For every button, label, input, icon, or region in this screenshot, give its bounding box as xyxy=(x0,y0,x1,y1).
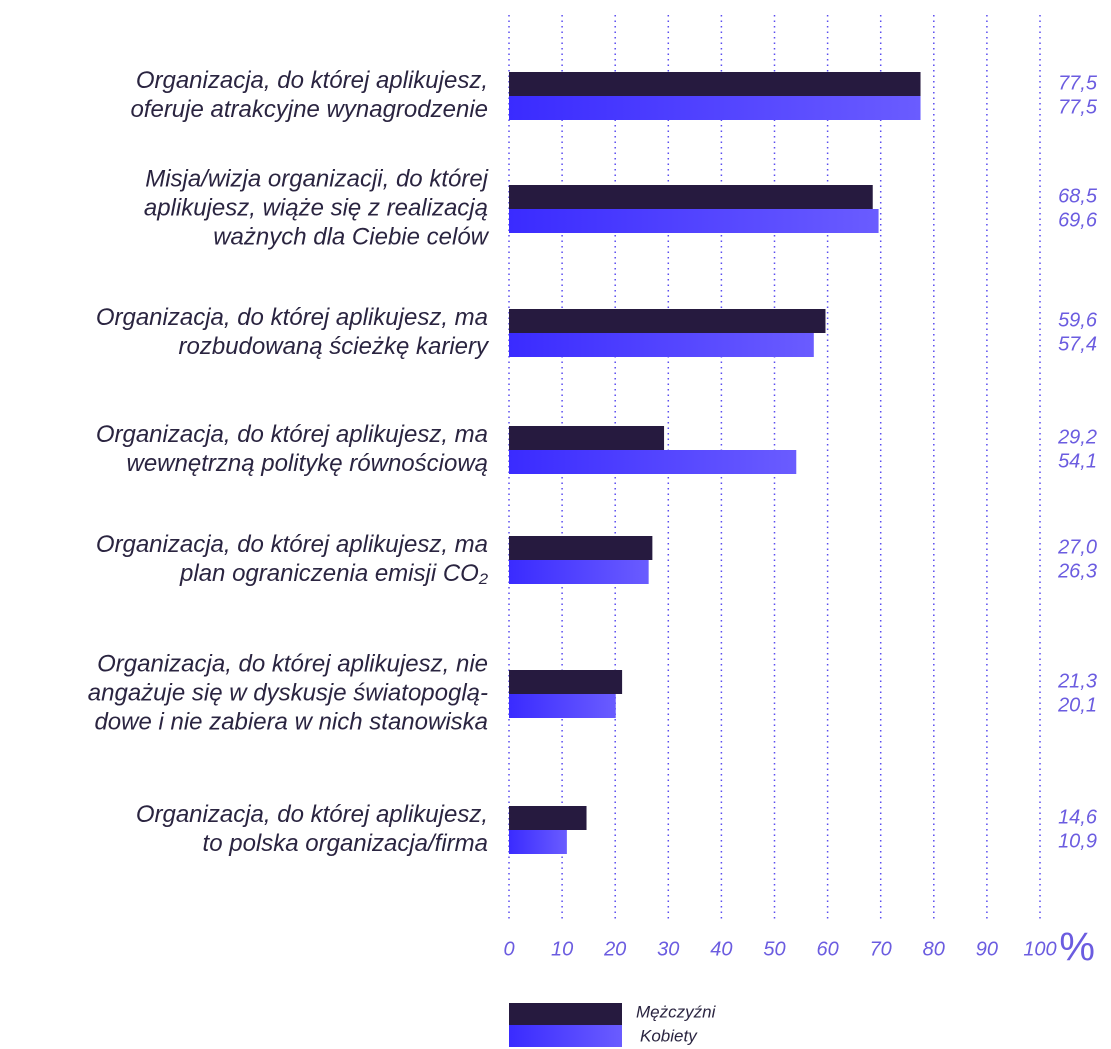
category-label: to polska organizacja/firma xyxy=(203,830,488,857)
value-label: 10,9 xyxy=(1058,830,1097,852)
category-label: rozbudowaną ścieżkę kariery xyxy=(179,333,490,360)
bar xyxy=(509,536,653,560)
category-label: Misja/wizja organizacji, do której xyxy=(145,165,488,192)
x-tick-label: 40 xyxy=(710,938,732,960)
x-unit: % xyxy=(1059,926,1095,970)
value-label: 20,1 xyxy=(1057,694,1097,716)
value-label: 29,2 xyxy=(1057,426,1097,448)
value-label: 59,6 xyxy=(1058,309,1098,331)
category-label: Organizacja, do której aplikujesz, ma xyxy=(96,531,488,558)
x-tick-label: 20 xyxy=(603,938,626,960)
category-label: Organizacja, do której aplikujesz, nie xyxy=(97,650,488,677)
x-tick-label: 80 xyxy=(923,938,945,960)
legend-label: Kobiety xyxy=(640,1026,698,1045)
legend-swatch xyxy=(509,1025,622,1047)
bar xyxy=(509,806,587,830)
category-label: Organizacja, do której aplikujesz, xyxy=(136,67,488,94)
x-tick-label: 100 xyxy=(1023,938,1056,960)
value-label: 77,5 xyxy=(1058,96,1098,118)
value-label: 21,3 xyxy=(1057,670,1097,692)
bar xyxy=(509,670,623,694)
bar xyxy=(509,209,879,233)
category-label: wewnętrzną politykę równościową xyxy=(127,450,489,477)
bar xyxy=(509,309,826,333)
x-tick-label: 0 xyxy=(503,938,514,960)
bar xyxy=(509,560,649,584)
value-label: 57,4 xyxy=(1058,333,1097,355)
bar xyxy=(509,333,814,357)
x-tick-label: 30 xyxy=(657,938,679,960)
legend-label: Mężczyźni xyxy=(636,1002,717,1021)
category-label: aplikujesz, wiąże się z realizacją xyxy=(144,194,488,221)
bar xyxy=(509,426,665,450)
x-tick-label: 60 xyxy=(816,938,838,960)
value-label: 26,3 xyxy=(1057,560,1097,582)
x-tick-label: 70 xyxy=(870,938,892,960)
bar xyxy=(509,96,921,120)
category-label: Organizacja, do której aplikujesz, ma xyxy=(96,421,488,448)
category-label: Organizacja, do której aplikujesz, ma xyxy=(96,304,488,331)
category-label: plan ograniczenia emisji CO₂ xyxy=(179,560,488,587)
bar xyxy=(509,72,921,96)
value-label: 69,6 xyxy=(1058,209,1098,231)
value-label: 77,5 xyxy=(1058,72,1098,94)
category-label: ważnych dla Ciebie celów xyxy=(213,223,489,250)
value-label: 68,5 xyxy=(1058,185,1098,207)
value-label: 54,1 xyxy=(1058,450,1097,472)
legend-swatch xyxy=(509,1003,622,1025)
x-tick-label: 50 xyxy=(763,938,785,960)
value-label: 27,0 xyxy=(1057,536,1097,558)
category-label: oferuje atrakcyjne wynagrodzenie xyxy=(130,96,488,123)
x-tick-label: 10 xyxy=(551,938,573,960)
category-label: angażuje się w dyskusje światopoglą- xyxy=(88,679,488,706)
bar xyxy=(509,185,873,209)
bar xyxy=(509,450,797,474)
x-tick-label: 90 xyxy=(976,938,998,960)
bar xyxy=(509,830,567,854)
bar xyxy=(509,694,616,718)
value-label: 14,6 xyxy=(1058,806,1098,828)
category-label: Organizacja, do której aplikujesz, xyxy=(136,801,488,828)
category-label: dowe i nie zabiera w nich stanowiska xyxy=(94,708,488,735)
